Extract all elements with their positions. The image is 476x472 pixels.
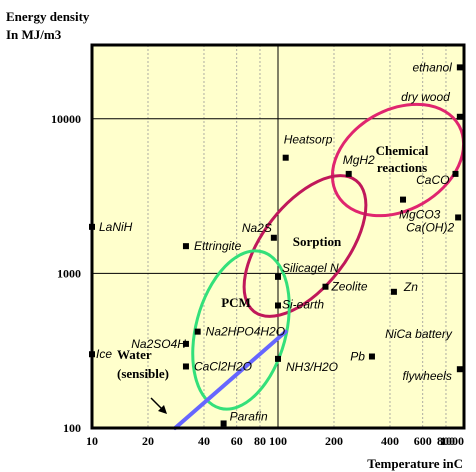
point-label: CaCl2H2O bbox=[194, 359, 252, 373]
water-label-line1: Water bbox=[117, 347, 152, 362]
point-label: Na2S bbox=[242, 221, 272, 235]
point-marker bbox=[452, 170, 459, 177]
point-marker bbox=[456, 64, 463, 71]
point-label: Zeolite bbox=[330, 280, 367, 294]
plot-frame bbox=[90, 43, 466, 430]
point-label: Ice bbox=[96, 347, 112, 361]
x-tick-label: 600 bbox=[414, 434, 432, 448]
x-tick-label: 60 bbox=[231, 434, 243, 448]
point-label: MgH2 bbox=[343, 153, 375, 167]
x-tick-label: 400 bbox=[381, 434, 399, 448]
point-marker bbox=[194, 328, 201, 335]
x-tick-label: 40 bbox=[198, 434, 210, 448]
point-marker bbox=[275, 355, 281, 362]
chemical-reactions-ellipse bbox=[330, 102, 466, 218]
point-marker bbox=[270, 234, 277, 241]
x-tick-label: 800 bbox=[437, 434, 455, 448]
point-marker bbox=[455, 214, 462, 221]
pcm-ellipse bbox=[191, 249, 291, 411]
point-label: Heatsorp bbox=[284, 133, 333, 147]
point-label: Si-earth bbox=[282, 297, 324, 311]
y-tick-label: 1000 bbox=[57, 266, 81, 280]
point-label: CaCO bbox=[416, 173, 449, 187]
point-marker bbox=[400, 196, 407, 203]
x-tick-label: 200 bbox=[325, 434, 343, 448]
chemical-reactions-label-line2: reactions bbox=[377, 160, 427, 175]
point-marker bbox=[182, 363, 189, 370]
tick-labels: 10 20 40 60 80 100 200 400 600 800100010010001000… bbox=[51, 112, 464, 448]
point-label: NiCa battery bbox=[385, 327, 453, 341]
point-marker bbox=[345, 170, 352, 177]
water-arrow bbox=[150, 397, 167, 414]
x-tick-label: 10 bbox=[86, 434, 98, 448]
point-label: MgCO3 bbox=[399, 208, 441, 222]
point-label: Ca(OH)2 bbox=[406, 220, 454, 234]
x-tick-label: 100 bbox=[269, 434, 287, 448]
sorption-ellipse bbox=[242, 174, 368, 318]
y-tick-label: 10000 bbox=[51, 112, 81, 126]
point-marker bbox=[275, 302, 281, 309]
point-label: Na2SO4H bbox=[131, 337, 186, 351]
y-axis-title-line1: Energy density bbox=[6, 9, 90, 24]
point-label: Silicagel N bbox=[282, 261, 339, 275]
point-label: Zn bbox=[403, 280, 418, 294]
water-label-line2: (sensible) bbox=[117, 366, 169, 381]
y-tick-label: 100 bbox=[63, 421, 81, 435]
point-label: Ettringite bbox=[194, 239, 242, 253]
point-labels: ethanol dry wood Heatsorp MgH2 CaCO MgCO3Ca(O… bbox=[96, 60, 454, 423]
point-marker bbox=[182, 340, 189, 347]
point-label: Parafin bbox=[230, 409, 268, 423]
x-tick-label: 80 bbox=[254, 434, 266, 448]
point-label: NH3/H2O bbox=[286, 360, 338, 374]
point-label: Pb bbox=[350, 350, 365, 364]
point-marker bbox=[220, 420, 227, 427]
point-label: flywheels bbox=[402, 369, 451, 383]
point-label: Na2HPO4H2O bbox=[206, 325, 285, 339]
point-marker bbox=[456, 113, 463, 120]
point-label: LaNiH bbox=[99, 220, 133, 234]
water-sensible-line bbox=[173, 329, 288, 430]
point-marker bbox=[456, 366, 463, 373]
point-marker bbox=[322, 283, 329, 290]
point-marker bbox=[390, 288, 397, 295]
point-label: dry wood bbox=[401, 90, 450, 104]
point-marker bbox=[368, 353, 375, 360]
sorption-label: Sorption bbox=[293, 234, 342, 249]
x-tick-label: 1000 bbox=[440, 434, 464, 448]
x-axis-title: Temperature inC bbox=[367, 456, 463, 471]
overlays bbox=[173, 102, 466, 430]
y-axis-title-line2: In MJ/m3 bbox=[6, 27, 62, 42]
point-marker bbox=[275, 273, 281, 280]
pcm-label: PCM bbox=[221, 295, 251, 310]
point-marker bbox=[182, 243, 189, 250]
point-marker bbox=[282, 154, 289, 161]
x-tick-label: 20 bbox=[142, 434, 154, 448]
chemical-reactions-label-line1: Chemical bbox=[376, 143, 429, 158]
point-label: ethanol bbox=[412, 60, 452, 74]
